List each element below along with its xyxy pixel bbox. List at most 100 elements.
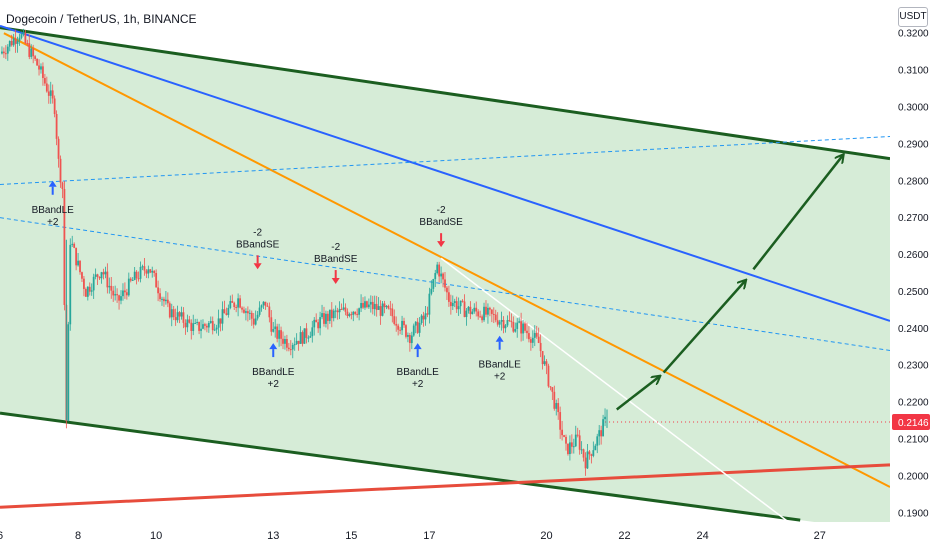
candle-body [529,339,532,343]
candle-body [442,273,444,280]
y-tick-label: 0.2100 [898,434,929,445]
candle-body [471,311,474,315]
candle-body [233,302,236,307]
signal-label: BBandLE [397,367,440,378]
candle-body [174,317,177,321]
candle-body [313,319,316,328]
candle-body [303,328,306,344]
candle-body [125,292,128,296]
candle-body [280,330,282,339]
candle-body [582,449,585,458]
candle-body [231,301,234,303]
x-tick-label: 6 [0,530,3,542]
candle-body [432,279,435,289]
long-signal-stem [416,349,419,358]
candle-body [569,442,571,455]
candle-body [526,330,528,334]
candle-body [555,403,558,409]
candle-body [510,321,513,323]
candle-body [98,276,101,279]
candle-body [43,77,46,84]
candle-body [73,243,76,248]
projection-arrow [615,376,660,411]
signal-label: BBandSE [236,239,280,250]
candle-body [213,329,216,331]
candle-body [96,274,99,277]
currency-button[interactable]: USDT [898,7,928,27]
candle-body [461,300,464,302]
candle-body [553,391,556,409]
candle-body [252,318,255,325]
candle-body [602,419,604,437]
candle-body [586,451,589,469]
candle-body [547,365,550,387]
candle-body [492,313,495,315]
candle-body [248,312,251,314]
candle-body [520,321,523,334]
candle-body [71,243,74,245]
candle-body [172,309,175,318]
candle-body [194,322,197,324]
orange-trendline-line [3,32,891,488]
x-axis[interactable]: 6 8 10 13 15 17 20 22 24 27 [0,522,932,550]
y-axis[interactable]: 0.3200 0.3100 0.3000 0.2900 0.2800 0.2700 0.26… [890,0,932,550]
candle-body [590,454,593,456]
candle-body [473,307,476,312]
candle-body [180,312,183,317]
x-axis-background [0,522,932,550]
candle-body [479,316,482,318]
signal-amount: -2 [437,205,446,216]
candle-body [235,306,238,308]
candle-body [326,313,329,321]
candle-body [488,307,491,310]
candle-body [122,290,124,297]
candle-body [209,321,212,323]
candle-body [528,333,530,340]
candle-body [516,322,519,329]
red-support-line [0,463,891,509]
candle-body [506,320,509,326]
candle-body [315,319,318,323]
short-signal-stem [256,255,259,264]
candle-body [75,247,78,266]
candle-body [375,303,378,310]
current-price-label: 0.2146 [898,418,929,429]
candle-body [293,344,296,346]
candle-body [385,305,388,308]
long-signal-stem [498,341,501,350]
candle-body [356,313,359,315]
candle-body [120,296,122,301]
candle-body [149,269,152,273]
candle-body [262,301,265,306]
candle-body [325,313,327,324]
candle-body [18,37,21,41]
candle-body [539,342,542,352]
chart-title: Dogecoin / TetherUS, 1h, BINANCE [6,12,197,26]
candle-body [346,311,349,316]
candle-body [157,287,159,294]
candle-body [49,90,52,96]
candle-body [541,351,544,365]
upper-channel-line [0,26,891,161]
long-signal-arrow-icon [413,343,422,350]
candle-body [600,430,603,437]
candle-body [286,338,288,348]
candle-body [459,300,462,307]
candle-body [397,325,400,330]
candle-body [574,434,577,447]
candle-body [94,274,97,277]
candle-body [299,332,302,344]
candle-body [207,322,210,328]
candle-body [145,270,148,274]
candle-body [367,304,370,308]
candle-body [124,290,126,293]
candle-body [276,326,279,339]
candle-body [250,312,253,319]
candle-body [24,33,27,44]
candle-body [131,279,134,281]
candle-body [32,48,35,57]
projection-arrows [615,155,843,411]
candle-body [588,451,591,455]
candle-body [580,449,583,451]
